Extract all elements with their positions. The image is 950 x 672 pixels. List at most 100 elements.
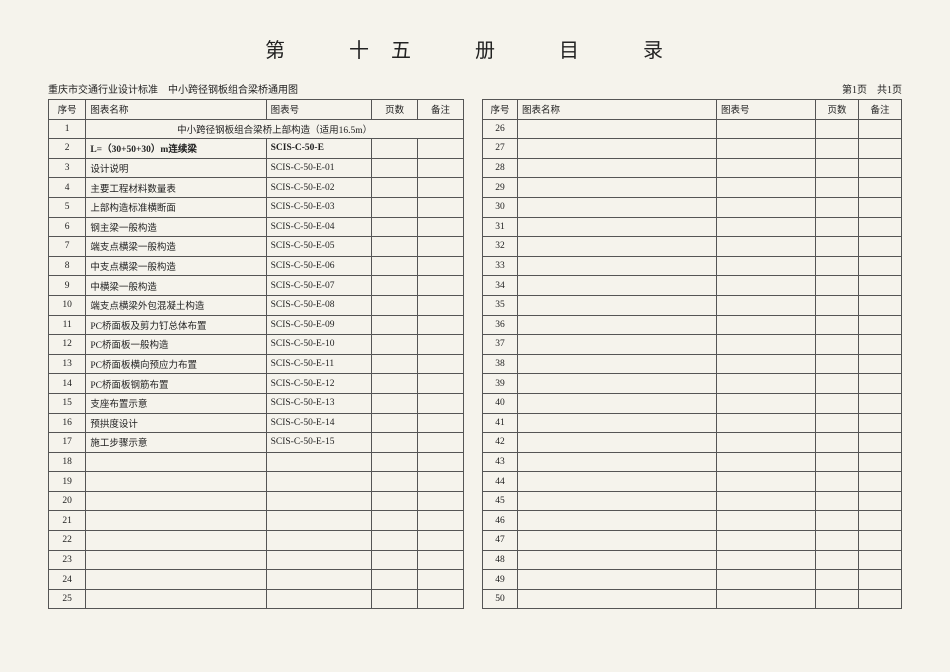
cell-name [518,256,717,276]
cell-page [372,276,418,296]
cell-code [266,472,372,492]
cell-page [816,511,859,531]
cell-seq: 3 [49,158,86,178]
table-row: 10端支点横梁外包混凝土构造SCIS-C-50-E-08 [49,295,464,315]
table-row: 44 [483,472,902,492]
cell-code [266,589,372,609]
cell-name [518,335,717,355]
cell-seq: 45 [483,491,518,511]
cell-page [816,295,859,315]
table-row: 7端支点横梁一般构造SCIS-C-50-E-05 [49,237,464,257]
cell-name [86,472,266,492]
table-row: 29 [483,178,902,198]
cell-seq: 17 [49,433,86,453]
cell-note [859,178,902,198]
cell-code [266,570,372,590]
cell-page [372,315,418,335]
cell-code [717,413,816,433]
cell-note [859,217,902,237]
cell-code: SCIS-C-50-E-12 [266,374,372,394]
cell-note [418,354,464,374]
cell-name [518,413,717,433]
cell-code: SCIS-C-50-E-03 [266,197,372,217]
cell-page [816,550,859,570]
cell-page [372,393,418,413]
table-row: 24 [49,570,464,590]
table-row: 47 [483,531,902,551]
cell-note [859,570,902,590]
cell-note [859,511,902,531]
cell-page [816,335,859,355]
cell-note [859,531,902,551]
cell-name [86,589,266,609]
cell-note [418,531,464,551]
table-row: 38 [483,354,902,374]
cell-seq: 1 [49,119,86,139]
col-note: 备注 [418,100,464,120]
header-right: 第1页 共1页 [842,81,902,96]
cell-page [372,589,418,609]
table-row: 15支座布置示意SCIS-C-50-E-13 [49,393,464,413]
cell-code: SCIS-C-50-E-08 [266,295,372,315]
cell-code [717,511,816,531]
table-row: 34 [483,276,902,296]
cell-seq: 43 [483,452,518,472]
cell-name [518,158,717,178]
cell-page [816,433,859,453]
table-row: 30 [483,197,902,217]
table-row: 18 [49,452,464,472]
sub-header: 重庆市交通行业设计标准 中小跨径钢板组合梁桥通用图 第1页 共1页 [48,81,902,96]
table-row: 16预拱度设计SCIS-C-50-E-14 [49,413,464,433]
cell-seq: 20 [49,491,86,511]
toc-table-left: 序号 图表名称 图表号 页数 备注 1中小跨径钢板组合梁桥上部构造（适用16.5… [48,99,464,609]
cell-page [816,178,859,198]
cell-note [859,119,902,139]
cell-name [86,531,266,551]
cell-page [816,413,859,433]
cell-note [859,393,902,413]
tables-wrapper: 序号 图表名称 图表号 页数 备注 1中小跨径钢板组合梁桥上部构造（适用16.5… [48,99,902,609]
cell-page [372,354,418,374]
cell-code: SCIS-C-50-E-04 [266,217,372,237]
cell-name [518,511,717,531]
cell-seq: 15 [49,393,86,413]
cell-seq: 13 [49,354,86,374]
cell-code: SCIS-C-50-E-11 [266,354,372,374]
cell-page [816,452,859,472]
cell-seq: 22 [49,531,86,551]
table-row: 3设计说明SCIS-C-50-E-01 [49,158,464,178]
cell-name [86,570,266,590]
cell-note [418,276,464,296]
cell-page [372,178,418,198]
cell-seq: 16 [49,413,86,433]
table-row: 19 [49,472,464,492]
cell-seq: 38 [483,354,518,374]
cell-code: SCIS-C-50-E-15 [266,433,372,453]
col-code: 图表号 [266,100,372,120]
cell-code: SCIS-C-50-E-07 [266,276,372,296]
cell-seq: 8 [49,256,86,276]
cell-page [372,550,418,570]
cell-seq: 5 [49,197,86,217]
cell-note [859,237,902,257]
cell-page [816,276,859,296]
table-row: 26 [483,119,902,139]
cell-page [816,119,859,139]
cell-seq: 36 [483,315,518,335]
cell-name: L=（30+50+30）m连续梁 [86,139,266,159]
cell-seq: 40 [483,393,518,413]
cell-seq: 47 [483,531,518,551]
cell-seq: 41 [483,413,518,433]
cell-seq: 42 [483,433,518,453]
table-row: 12PC桥面板一般构造SCIS-C-50-E-10 [49,335,464,355]
cell-name: 中支点横梁一般构造 [86,256,266,276]
cell-note [859,335,902,355]
cell-page [816,158,859,178]
col-note: 备注 [859,100,902,120]
cell-code [717,295,816,315]
table-row: 6钢主梁一般构造SCIS-C-50-E-04 [49,217,464,237]
col-name: 图表名称 [86,100,266,120]
cell-name [518,550,717,570]
cell-code [717,217,816,237]
cell-note [418,570,464,590]
